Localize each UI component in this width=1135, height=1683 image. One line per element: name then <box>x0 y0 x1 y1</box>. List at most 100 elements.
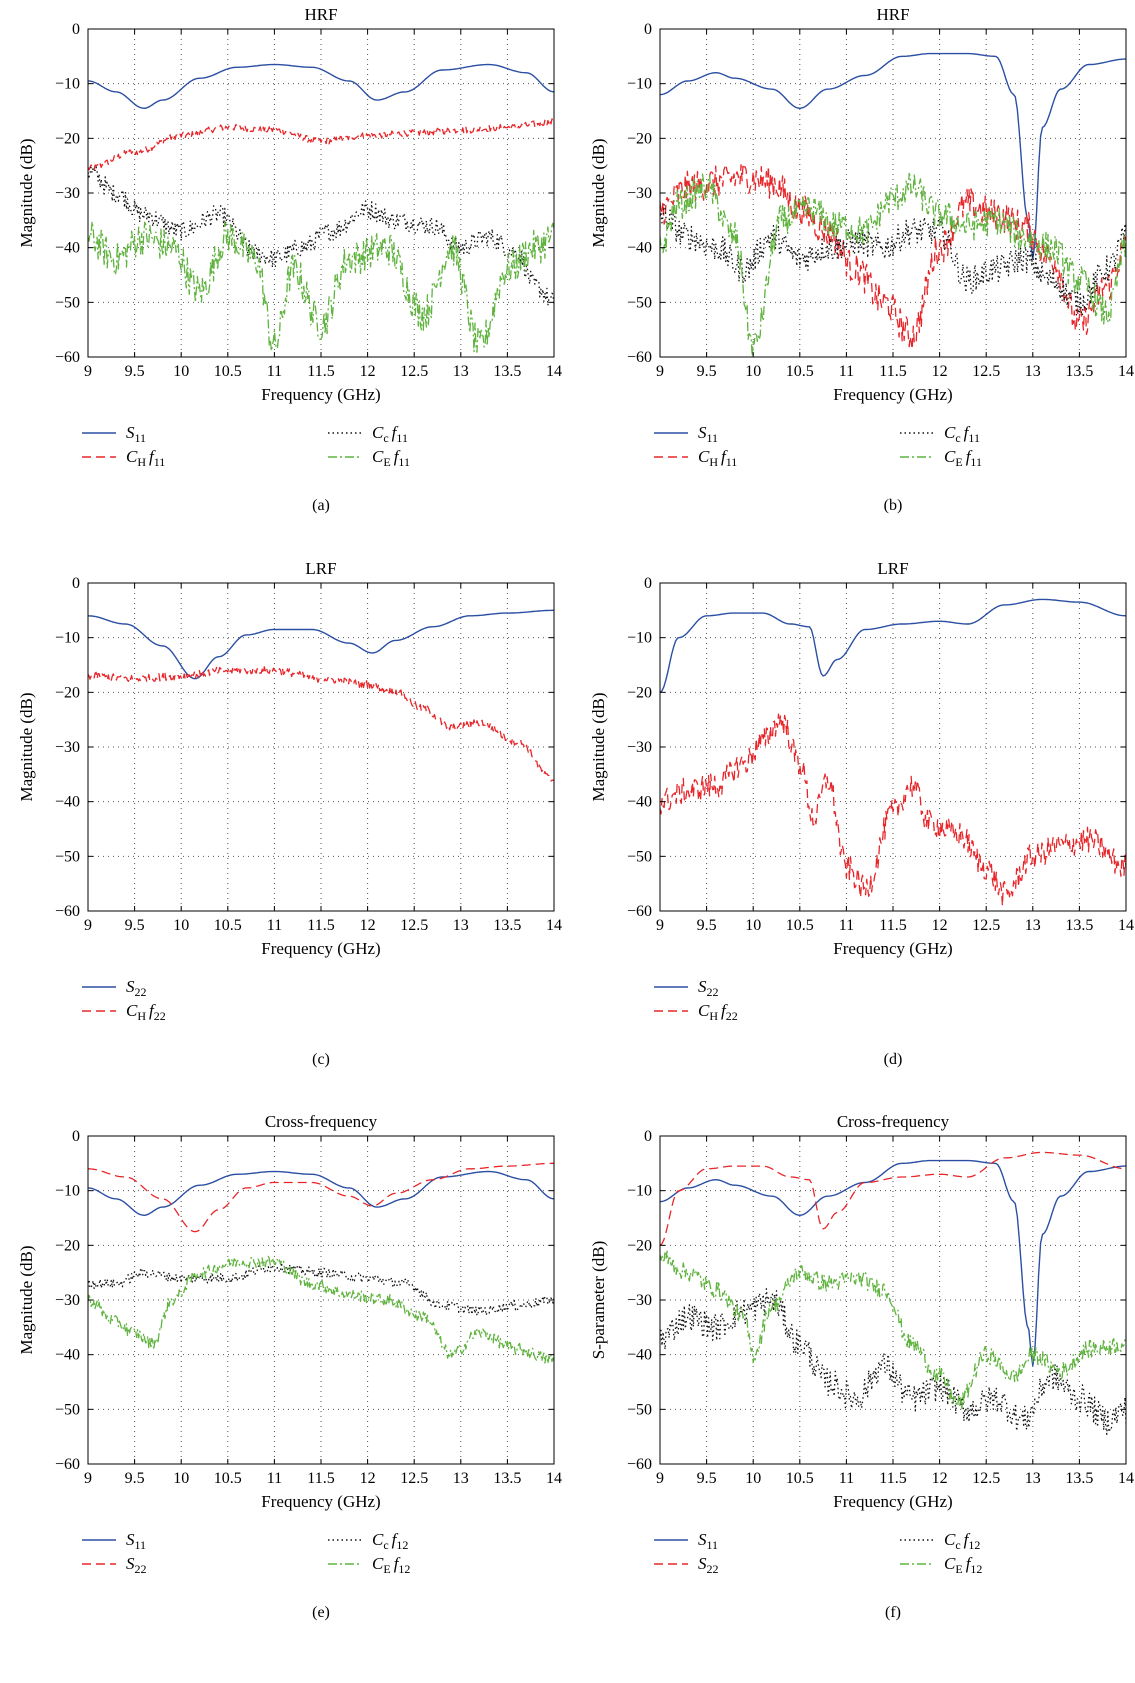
x-tick-label: 9.5 <box>697 1470 717 1487</box>
axes-frame <box>87 28 555 358</box>
x-tick-label: 13.5 <box>493 917 521 934</box>
grid <box>660 29 1126 357</box>
y-tick-label: −60 <box>627 349 652 366</box>
chart-b: 9 9.5 10 10.5 11 11.5 12 12.5 13 13.5 14 0 −10 −20 −30… <box>589 5 1134 514</box>
x-tick-label: 11.5 <box>307 917 334 934</box>
x-tick-label: 11.5 <box>879 1470 906 1487</box>
x-tick-label: 13 <box>1025 1470 1041 1487</box>
y-tick-label: −10 <box>627 1183 652 1200</box>
legend-label-ch: CH f11 <box>126 447 165 469</box>
x-tick-label: 12 <box>932 363 948 380</box>
chart-a: 9 9.5 10 10.5 11 11.5 12 12.5 13 13.5 14 0 −10 −20 −30… <box>17 5 562 514</box>
legend-label-ce: CE f12 <box>372 1554 410 1576</box>
y-tick-label: −40 <box>55 794 80 811</box>
x-tick-label: 11.5 <box>307 1470 334 1487</box>
panel-caption: (a) <box>312 497 330 514</box>
x-tick-label: 13.5 <box>1065 1470 1093 1487</box>
x-tick-label: 9 <box>656 363 664 380</box>
x-tick-label: 9.5 <box>125 363 145 380</box>
y-tick-label: −10 <box>627 630 652 647</box>
axes-frame <box>659 28 1127 358</box>
series-line-ce <box>660 172 1126 357</box>
series-group <box>88 1162 554 1365</box>
y-tick-label: −50 <box>55 1401 80 1418</box>
y-axis-label: S-parameter (dB) <box>589 1241 608 1359</box>
x-tick-label: 11.5 <box>307 363 334 380</box>
panel-caption: (b) <box>884 497 903 514</box>
legend-label-ce: CE f12 <box>944 1554 982 1576</box>
x-tick-label: 9.5 <box>697 917 717 934</box>
legend-label-s11: S11 <box>126 423 146 445</box>
y-axis-label: Magnitude (dB) <box>589 138 608 247</box>
grid <box>88 29 554 357</box>
y-tick-label: −30 <box>627 739 652 756</box>
y-tick-label: −60 <box>55 349 80 366</box>
series-line-ce <box>88 1255 554 1365</box>
x-tick-label: 14 <box>1118 363 1134 380</box>
x-tick-label: 11 <box>839 1470 854 1487</box>
x-tick-label: 9.5 <box>125 1470 145 1487</box>
x-axis-label: Frequency (GHz) <box>261 1492 380 1511</box>
x-axis-label: Frequency (GHz) <box>833 939 952 958</box>
x-tick-label: 11 <box>839 917 854 934</box>
x-tick-label: 13 <box>453 917 469 934</box>
x-tick-label: 13 <box>453 1470 469 1487</box>
x-tick-label: 13.5 <box>493 1470 521 1487</box>
y-tick-label: −40 <box>55 240 80 257</box>
series-line-ch <box>88 1162 554 1233</box>
x-tick-label: 11 <box>267 1470 282 1487</box>
series-line-ch <box>660 1151 1126 1246</box>
y-tick-label: −50 <box>627 294 652 311</box>
x-tick-label: 10.5 <box>214 1470 242 1487</box>
chart-title: Cross-frequency <box>265 1112 378 1131</box>
series-line-cc <box>660 203 1126 316</box>
y-tick-label: −40 <box>627 240 652 257</box>
legend-label-ch: CH f22 <box>698 1001 738 1023</box>
legend-label-s11: S22 <box>698 977 719 999</box>
x-tick-label: 10 <box>173 363 189 380</box>
series-line-s11 <box>88 1170 554 1216</box>
chart-c: 9 9.5 10 10.5 11 11.5 12 12.5 13 13.5 14 0 −10 −20 −30… <box>17 559 562 1068</box>
y-tick-label: −20 <box>55 684 80 701</box>
y-tick-label: 0 <box>72 21 80 38</box>
x-tick-label: 12.5 <box>400 917 428 934</box>
legend-label-ce: CE f11 <box>944 447 982 469</box>
x-tick-label: 11 <box>839 363 854 380</box>
y-axis-label: Magnitude (dB) <box>589 692 608 801</box>
series-group <box>660 598 1126 907</box>
y-tick-label: −60 <box>55 903 80 920</box>
chart-title: HRF <box>876 5 909 24</box>
x-tick-label: 9 <box>656 1470 664 1487</box>
legend-label-ch: CH f22 <box>126 1001 166 1023</box>
y-tick-label: −50 <box>55 848 80 865</box>
legend-label-ch: CH f11 <box>698 447 737 469</box>
y-tick-label: −30 <box>55 185 80 202</box>
x-tick-label: 9 <box>84 363 92 380</box>
x-tick-label: 10 <box>173 1470 189 1487</box>
x-tick-label: 13.5 <box>1065 363 1093 380</box>
y-axis-label: Magnitude (dB) <box>17 692 36 801</box>
grid <box>88 1136 554 1464</box>
x-tick-label: 11.5 <box>879 917 906 934</box>
legend-label-s11: S11 <box>698 1530 718 1552</box>
y-tick-label: 0 <box>644 21 652 38</box>
chart-d: 9 9.5 10 10.5 11 11.5 12 12.5 13 13.5 14 0 −10 −20 −30… <box>589 559 1134 1068</box>
y-tick-label: −10 <box>55 76 80 93</box>
legend-label-cc: Cc f12 <box>372 1530 408 1552</box>
y-tick-label: −20 <box>627 684 652 701</box>
y-tick-label: −40 <box>55 1347 80 1364</box>
y-tick-label: −30 <box>55 739 80 756</box>
series-line-s11 <box>88 609 554 680</box>
legend-label-s11: S11 <box>126 1530 146 1552</box>
y-tick-label: −30 <box>627 1292 652 1309</box>
series-line-cc <box>88 1261 554 1317</box>
x-tick-label: 12.5 <box>400 1470 428 1487</box>
y-axis-label: Magnitude (dB) <box>17 138 36 247</box>
chart-title: HRF <box>304 5 337 24</box>
series-line-ch <box>660 162 1126 351</box>
x-tick-label: 10.5 <box>786 917 814 934</box>
x-tick-label: 13 <box>1025 363 1041 380</box>
